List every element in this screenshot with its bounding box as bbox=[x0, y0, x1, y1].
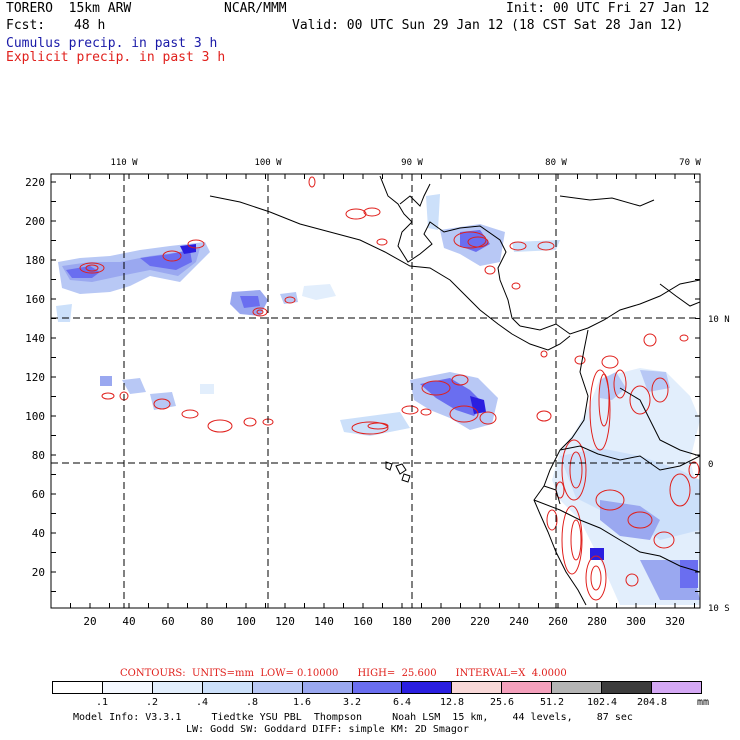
lon-label-80w: 80 W bbox=[545, 158, 567, 168]
legend-swatch bbox=[502, 682, 553, 693]
grid-x-label: 40 bbox=[122, 615, 135, 628]
init-time: Init: 00 UTC Fri 27 Jan 12 bbox=[506, 1, 710, 16]
cumulus-precip-shading bbox=[56, 194, 700, 605]
legend-label: 25.6 bbox=[489, 697, 515, 708]
grid-x-label: 20 bbox=[83, 615, 96, 628]
legend-swatch bbox=[102, 682, 153, 693]
model-title: TORERO 15km ARW bbox=[6, 1, 132, 16]
grid-x-label: 80 bbox=[200, 615, 213, 628]
legend-label: .2 bbox=[145, 697, 159, 708]
legend-label: 51.2 bbox=[539, 697, 565, 708]
legend-swatch bbox=[652, 682, 701, 693]
contours-info: CONTOURS: UNITS=mm LOW= 0.10000 HIGH= 25… bbox=[120, 668, 567, 679]
legend-swatch bbox=[152, 682, 203, 693]
grid-x-label: 300 bbox=[626, 615, 646, 628]
grid-y-label: 220 bbox=[25, 176, 45, 189]
cumulus-field-label: Cumulus precip. in past 3 h bbox=[6, 36, 218, 51]
legend-label: 102.4 bbox=[586, 697, 618, 708]
legend-unit: mm bbox=[697, 697, 710, 708]
legend-label: 1.6 bbox=[292, 697, 312, 708]
grid-x-label: 220 bbox=[470, 615, 490, 628]
legend-label: 12.8 bbox=[439, 697, 465, 708]
grid-x-label: 280 bbox=[587, 615, 607, 628]
legend-swatch bbox=[53, 682, 103, 693]
color-legend-bar bbox=[52, 681, 702, 694]
grid-x-label: 260 bbox=[548, 615, 568, 628]
grid-y-label: 20 bbox=[32, 566, 45, 579]
map-frame bbox=[50, 173, 701, 609]
legend-label: .4 bbox=[195, 697, 209, 708]
coastlines bbox=[209, 175, 700, 606]
lat-lon-grid bbox=[51, 174, 700, 608]
grid-y-label: 180 bbox=[25, 254, 45, 267]
grid-y-label: 200 bbox=[25, 215, 45, 228]
lon-label-100w: 100 W bbox=[254, 158, 282, 168]
forecast-hour: 48 h bbox=[74, 18, 106, 33]
grid-y-label: 100 bbox=[25, 410, 45, 423]
legend-label: 3.2 bbox=[342, 697, 362, 708]
grid-x-label: 320 bbox=[665, 615, 685, 628]
explicit-field-label: Explicit precip. in past 3 h bbox=[6, 50, 226, 65]
legend-swatch bbox=[252, 682, 303, 693]
grid-y-label: 160 bbox=[25, 293, 45, 306]
lon-label-70w: 70 W bbox=[679, 158, 701, 168]
legend-swatch bbox=[602, 682, 653, 693]
grid-y-label: 80 bbox=[32, 449, 45, 462]
right-lat-labels: 10 N 0 10 S bbox=[708, 315, 730, 614]
grid-x-label: 60 bbox=[161, 615, 174, 628]
lat-label-0: 0 bbox=[708, 460, 713, 470]
legend-label: 204.8 bbox=[636, 697, 668, 708]
grid-x-label: 200 bbox=[431, 615, 451, 628]
grid-x-label: 160 bbox=[353, 615, 373, 628]
grid-x-label: 120 bbox=[275, 615, 295, 628]
grid-x-label: 100 bbox=[236, 615, 256, 628]
grid-x-label: 180 bbox=[392, 615, 412, 628]
lon-label-90w: 90 W bbox=[401, 158, 423, 168]
legend-label: .1 bbox=[95, 697, 109, 708]
left-grid-labels: 220 200 180 160 140 120 100 80 60 40 20 bbox=[25, 176, 45, 579]
grid-x-label: 240 bbox=[509, 615, 529, 628]
grid-y-label: 40 bbox=[32, 527, 45, 540]
legend-swatch bbox=[352, 682, 403, 693]
grid-x-label: 140 bbox=[314, 615, 334, 628]
model-info-line: Model Info: V3.3.1 Tiedtke YSU PBL Thomp… bbox=[73, 712, 633, 723]
legend-swatch bbox=[452, 682, 503, 693]
legend-swatch bbox=[402, 682, 453, 693]
legend-swatch bbox=[202, 682, 253, 693]
grid-y-label: 60 bbox=[32, 488, 45, 501]
grid-y-label: 120 bbox=[25, 371, 45, 384]
lon-label-110w: 110 W bbox=[110, 158, 138, 168]
legend-label: 6.4 bbox=[392, 697, 412, 708]
legend-swatch bbox=[552, 682, 603, 693]
forecast-label: Fcst: bbox=[6, 18, 46, 33]
valid-time: Valid: 00 UTC Sun 29 Jan 12 (18 CST Sat … bbox=[292, 18, 684, 33]
lat-label-10s: 10 S bbox=[708, 604, 730, 614]
legend-swatch bbox=[302, 682, 353, 693]
legend-label: .8 bbox=[245, 697, 259, 708]
top-lon-labels: 110 W 100 W 90 W 80 W 70 W bbox=[110, 158, 701, 168]
lat-label-10n: 10 N bbox=[708, 315, 730, 325]
grid-y-label: 140 bbox=[25, 332, 45, 345]
bottom-grid-labels: 20 40 60 80 100 120 140 160 180 200 220 … bbox=[83, 615, 685, 628]
physics-info-line: LW: Godd SW: Goddard DIFF: simple KM: 2D… bbox=[186, 724, 469, 735]
axis-ticks bbox=[50, 174, 700, 608]
org-label: NCAR/MMM bbox=[224, 1, 287, 16]
